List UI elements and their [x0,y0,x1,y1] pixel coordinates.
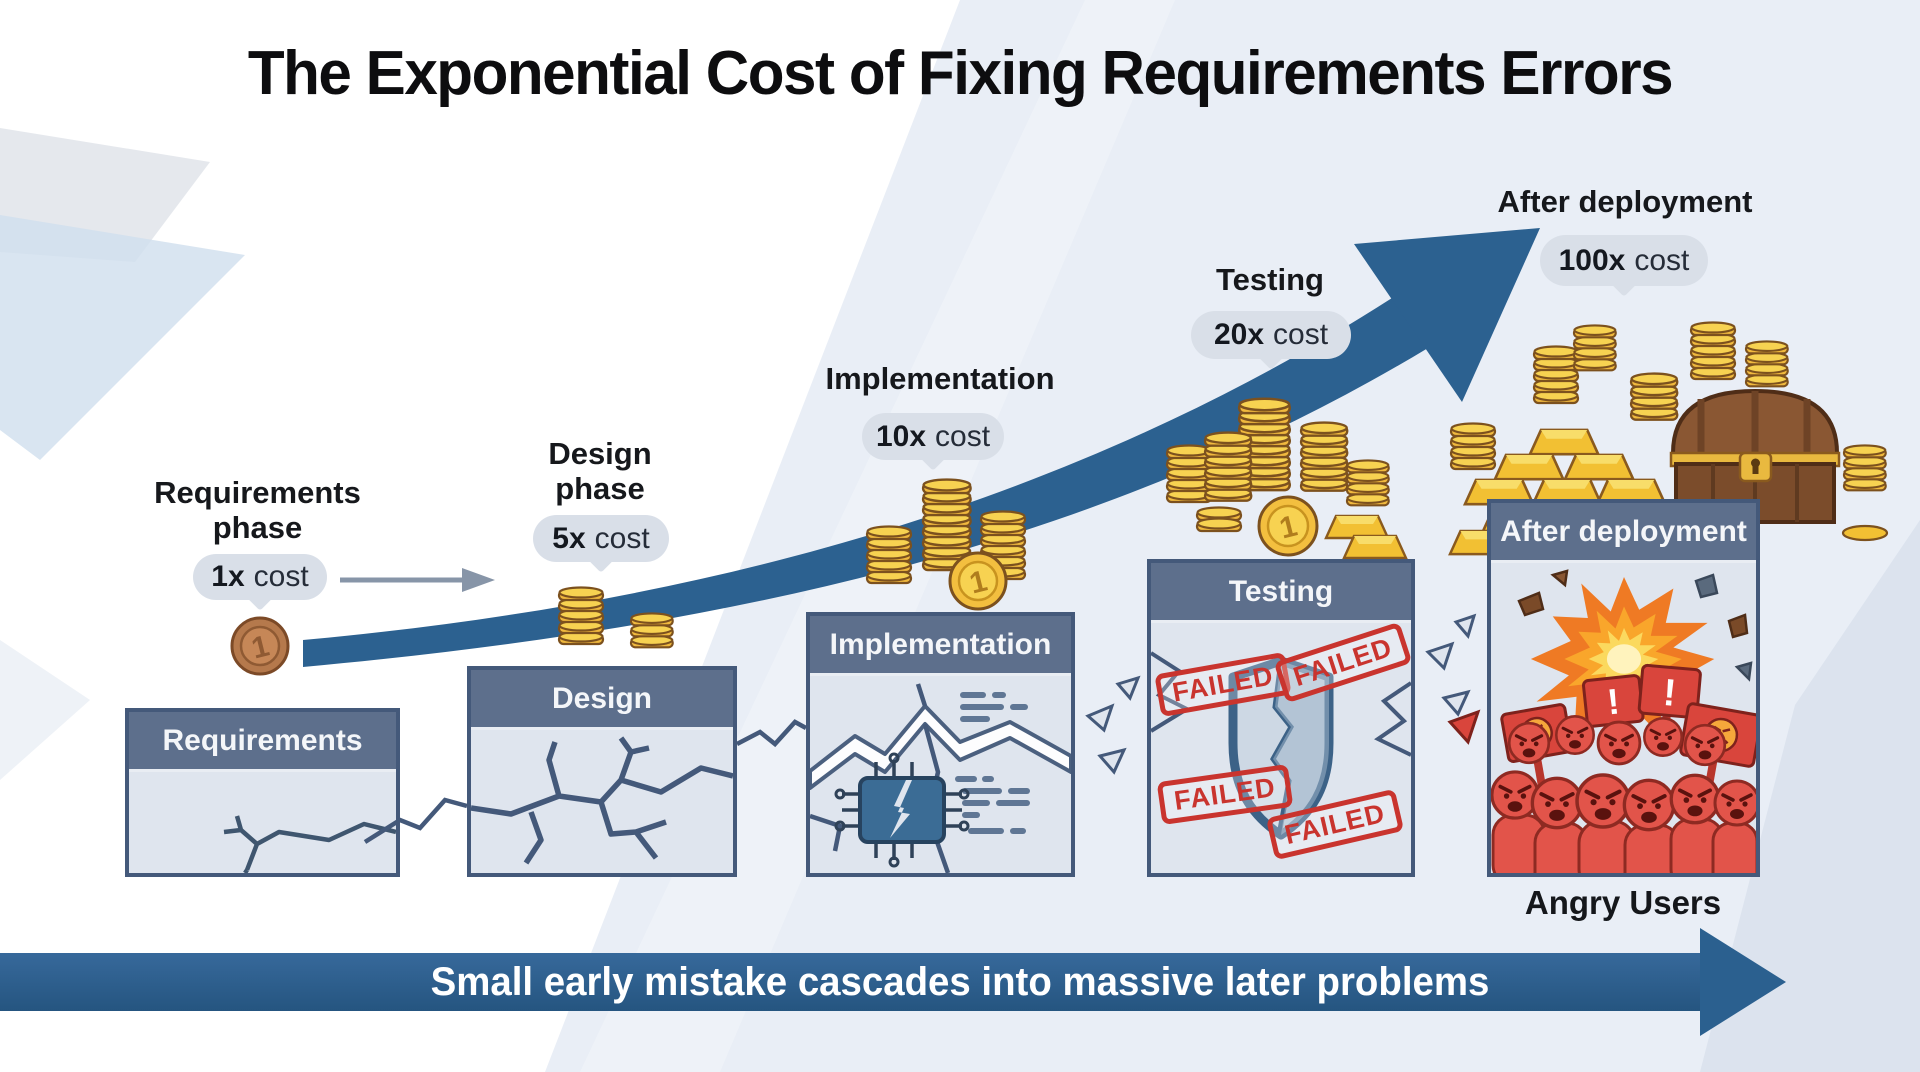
phase-box-body [810,676,1071,873]
broken-shield-illustration [1151,651,1411,840]
cost-bubble-requirements: 1x cost [193,554,327,600]
phase-box-title: Design [471,670,733,730]
exclaim-sign-text: ! [1605,680,1621,722]
right-arrow-icon [340,568,495,592]
exclaim-sign-text: ! [1661,672,1677,715]
cost-multiplier: 10x [875,419,927,453]
cost-unit: cost [935,419,991,453]
coin-stacks-implementation: 1 [865,478,1027,611]
small-crack-illustration [223,815,396,873]
phase-box-title: Implementation [810,616,1071,676]
coin-pile-testing: 1 [1165,397,1408,560]
phase-box-body: ! ! [1491,563,1756,873]
shattered-code-illustration [810,683,1071,873]
bottom-banner-arrowhead [1700,928,1786,1036]
phase-box-title: Requirements [129,712,396,772]
cost-bubble-implementation: 10x cost [862,413,1004,460]
phase-box-testing: Testing FAILED FAILED FAILED FAILED [1147,559,1415,877]
cost-bubble-testing: 20x cost [1191,311,1351,359]
cost-multiplier: 5x [552,521,586,555]
stage-label-after-deployment: After deployment [1497,184,1753,219]
cost-multiplier: 100x [1558,243,1626,277]
bottom-banner-text: Small early mistake cascades into massiv… [430,959,1490,1004]
cost-multiplier: 20x [1213,318,1265,351]
phase-box-body [471,730,733,873]
stage-label-design: Design phase [548,436,652,506]
gold-pile-treasure-chest [1448,321,1889,556]
stage-label-requirements: Requirements phase [154,475,361,545]
phase-box-implementation: Implementation [806,612,1075,877]
angry-users-label: Angry Users [1524,884,1722,921]
bronze-coin-icon: 1 [230,616,290,676]
cost-bubble-design: 5x cost [533,515,669,562]
phase-box-title: Testing [1151,563,1411,623]
cost-multiplier: 1x [211,560,245,593]
large-crack-illustration [471,736,733,865]
phase-box-after-deployment: After deployment [1487,499,1760,877]
cost-bubble-after-deployment: 100x cost [1540,235,1708,286]
phase-box-design: Design [467,666,737,877]
explosion-angry-crowd-illustration: ! ! [1491,569,1756,873]
bottom-banner-arrow [0,953,1700,1011]
page-title: The Exponential Cost of Fixing Requireme… [247,39,1674,108]
cost-unit: cost [594,521,650,555]
phase-box-body: FAILED FAILED FAILED FAILED [1151,623,1411,873]
stage-label-testing: Testing [1216,262,1324,297]
phase-box-requirements: Requirements [125,708,400,877]
cost-unit: cost [253,560,309,593]
phase-box-title: After deployment [1491,503,1756,563]
phase-box-body [129,772,396,873]
coin-stacks-design [557,586,674,649]
cost-unit: cost [1273,318,1329,351]
stage-label-implementation: Implementation [825,361,1055,396]
cost-unit: cost [1634,243,1690,277]
